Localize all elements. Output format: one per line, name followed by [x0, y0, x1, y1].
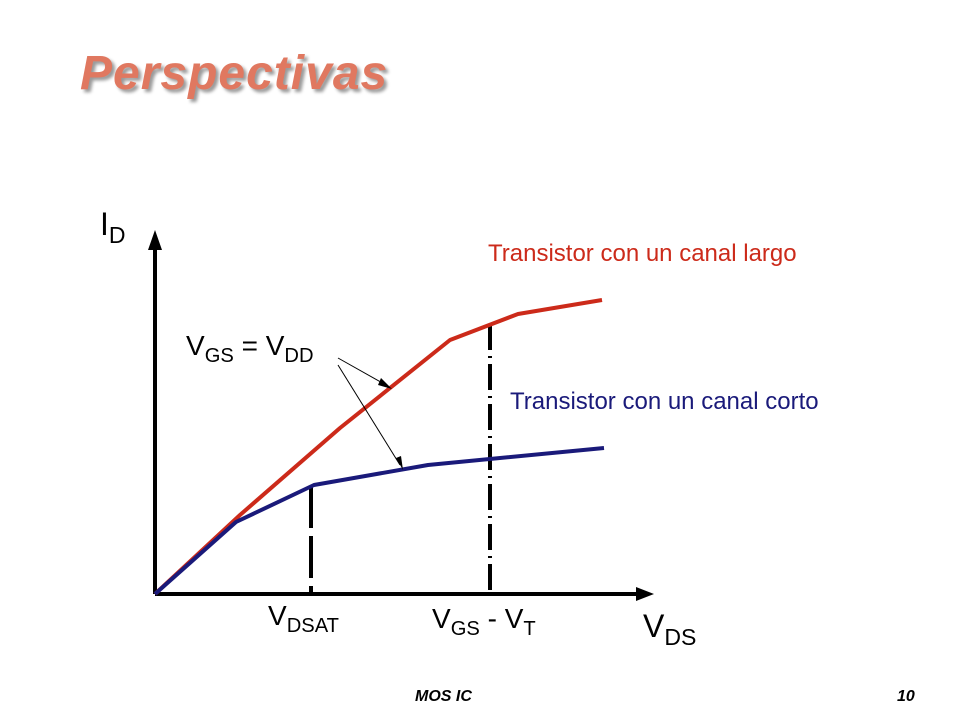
long-channel-label: Transistor con un canal largo — [488, 240, 797, 267]
vdsat-label: VDSAT — [268, 600, 339, 638]
pointer-line-long — [337, 357, 387, 386]
y-axis-arrow — [148, 230, 162, 250]
short-channel-label: Transistor con un canal corto — [510, 388, 819, 415]
pointer-line-short — [337, 364, 401, 466]
vgs-minus-vt-label: VGS - VT — [432, 603, 536, 641]
short-channel-curve — [153, 446, 605, 596]
pointer-arrow-short — [396, 456, 403, 470]
x-axis-arrow — [636, 587, 654, 601]
long-channel-curve — [153, 298, 603, 596]
slide-title: Perspectivas — [80, 47, 389, 100]
x-axis-label: VDS — [643, 608, 697, 651]
footer-left: MOS IC — [415, 688, 472, 705]
y-axis-label: ID — [100, 206, 126, 249]
pointer-arrow-long — [378, 378, 392, 389]
vgs-equals-vdd-label: VGS = VDD — [186, 330, 314, 368]
footer-page-number: 10 — [897, 688, 915, 705]
